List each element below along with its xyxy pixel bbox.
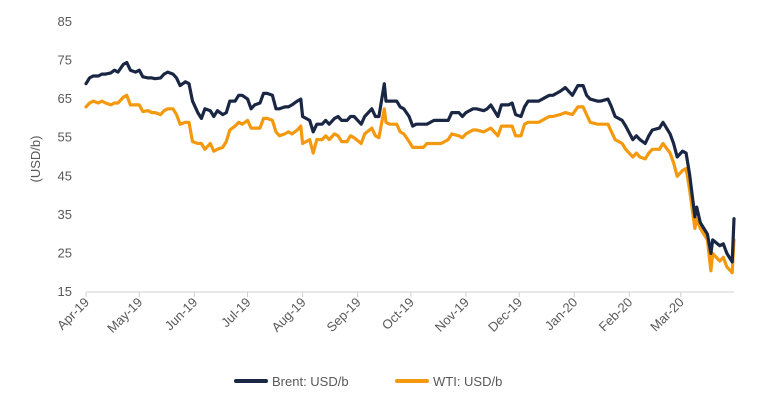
x-axis: Apr-19 May-19 Jun-19 Jul-19 Aug-19 Sep-19 Oct-…: [54, 292, 687, 336]
y-axis-label: (USD/b): [28, 136, 43, 183]
x-tick-label: Jan-20: [542, 295, 581, 334]
x-tick-label: Sep-19: [323, 295, 363, 335]
series-line-wti: [84, 93, 736, 275]
series-layer: [84, 60, 736, 275]
legend-label-wti: WTI: USD/b: [433, 374, 502, 389]
x-tick-label: Nov-19: [432, 295, 472, 335]
x-tick-label: Oct-19: [379, 295, 417, 333]
y-tick-label: 75: [58, 53, 72, 68]
x-tick-label: May-19: [104, 295, 145, 336]
x-tick-label: Jun-19: [162, 295, 201, 334]
x-tick-label: Mar-20: [647, 295, 687, 335]
x-tick-label: Dec-19: [485, 295, 525, 335]
legend: Brent: USD/b WTI: USD/b: [234, 374, 502, 389]
y-tick-label: 15: [58, 284, 72, 299]
legend-label-brent: Brent: USD/b: [272, 374, 349, 389]
series-line-brent: [84, 60, 736, 264]
y-tick-label: 25: [58, 245, 72, 260]
x-tick-label: Apr-19: [54, 295, 92, 333]
y-tick-label: 85: [58, 14, 72, 29]
y-tick-label: 55: [58, 130, 72, 145]
x-tick-label: Feb-20: [596, 295, 636, 335]
y-tick-label: 65: [58, 91, 72, 106]
y-tick-label: 35: [58, 207, 72, 222]
x-tick-label: Jul-19: [218, 295, 254, 331]
x-tick-label: Aug-19: [268, 295, 308, 335]
y-tick-label: 45: [58, 168, 72, 183]
y-axis: 15 25 35 45 55 65 75 85: [58, 14, 72, 299]
